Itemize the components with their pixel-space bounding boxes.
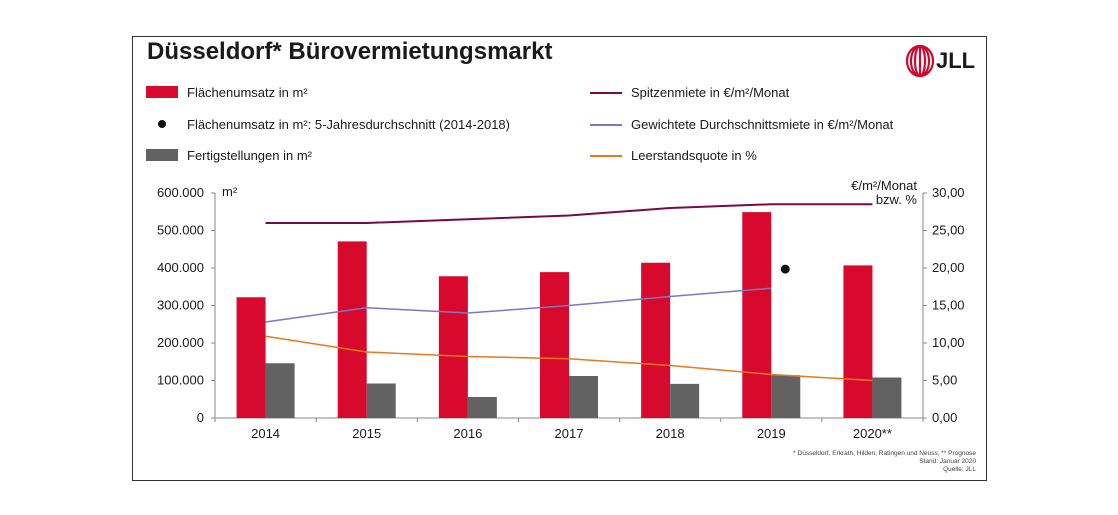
y-tick-label-left: 200.000 bbox=[157, 335, 204, 350]
y-tick-label-right: 20,00 bbox=[932, 260, 965, 275]
legend-swatch-spitzenmiete bbox=[590, 92, 622, 94]
bar-flaechenumsatz bbox=[843, 265, 873, 418]
y-tick-label-right: 30,00 bbox=[932, 185, 965, 200]
bar-fertigstellungen bbox=[569, 376, 598, 418]
bar-flaechenumsatz bbox=[438, 276, 468, 418]
y-tick-label-left: 600.000 bbox=[157, 185, 204, 200]
y-tick-label-left: 500.000 bbox=[157, 223, 204, 238]
bar-fertigstellungen bbox=[872, 377, 902, 418]
footnote-date: Stand: Januar 2020 bbox=[919, 458, 976, 465]
y-tick-label-left: 0 bbox=[197, 410, 204, 425]
legend-label: Gewichtete Durchschnittsmiete in €/m²/Mo… bbox=[631, 117, 894, 132]
bar-fertigstellungen bbox=[366, 383, 396, 418]
page-title: Düsseldorf* Bürovermietungsmarkt bbox=[147, 38, 553, 65]
jll-logo-icon bbox=[905, 44, 935, 78]
y-tick-label-right: 25,00 bbox=[932, 223, 965, 238]
bar-flaechenumsatz bbox=[742, 212, 772, 418]
y-tick-label-left: 100.000 bbox=[157, 373, 204, 388]
x-tick-label: 2019 bbox=[757, 426, 786, 441]
legend-swatch-durchschnitt bbox=[158, 120, 166, 128]
bar-fertigstellungen bbox=[670, 383, 700, 418]
legend-label: Fertigstellungen in m² bbox=[187, 148, 312, 163]
footnote-source: Quelle: JLL bbox=[943, 466, 976, 473]
footnote-regions: * Düsseldorf, Erkrath, Hilden, Ratingen … bbox=[793, 450, 976, 457]
lines-layer bbox=[265, 203, 873, 382]
bar-flaechenumsatz bbox=[540, 272, 569, 418]
bar-fertigstellungen bbox=[467, 397, 497, 418]
bars-layer bbox=[236, 212, 902, 418]
line-spitzenmiete bbox=[265, 203, 873, 224]
bar-fertigstellungen bbox=[771, 375, 801, 418]
line-leerstandsquote bbox=[265, 335, 873, 382]
bar-flaechenumsatz bbox=[337, 241, 367, 418]
legend-label: Spitzenmiete in €/m²/Monat bbox=[631, 85, 790, 100]
y-tick-label-left: 400.000 bbox=[157, 260, 204, 275]
average-point-marker bbox=[780, 264, 790, 274]
y-tick-label-left: 300.000 bbox=[157, 298, 204, 313]
labels-layer: 0 100.000 200.000 300.000 400.000 500.000 600.… bbox=[157, 178, 965, 441]
legend-label: Leerstandsquote in % bbox=[631, 148, 757, 163]
x-tick-label: 2014 bbox=[251, 426, 280, 441]
bar-flaechenumsatz bbox=[236, 297, 266, 418]
legend-label: Flächenumsatz in m²: 5-Jahresdurchschnit… bbox=[187, 117, 510, 132]
footnote: * Düsseldorf, Erkrath, Hilden, Ratingen … bbox=[640, 450, 976, 474]
y-tick-label-right: 10,00 bbox=[932, 335, 965, 350]
y-axis-right-unit: €/m²/Monat bbox=[851, 178, 917, 193]
bar-fertigstellungen bbox=[265, 363, 295, 418]
x-tick-label: 2017 bbox=[555, 426, 584, 441]
legend-swatch-leerstandsquote bbox=[590, 155, 622, 157]
line-durchschnittsmiete bbox=[265, 287, 772, 323]
legend-label: Flächenumsatz in m² bbox=[187, 85, 308, 100]
x-tick-label: 2015 bbox=[352, 426, 381, 441]
bar-flaechenumsatz bbox=[641, 262, 671, 418]
y-axis-left-unit: m² bbox=[222, 184, 238, 199]
y-tick-label-right: 15,00 bbox=[932, 298, 965, 313]
legend-swatch-durchschnittsmiete bbox=[590, 124, 622, 126]
y-tick-label-right: 0,00 bbox=[932, 410, 957, 425]
x-tick-label: 2016 bbox=[453, 426, 482, 441]
y-axis-right-unit-2: bzw. % bbox=[876, 192, 918, 207]
legend-swatch-fertigstellungen bbox=[146, 149, 178, 161]
jll-logo-text: JLL bbox=[936, 48, 976, 73]
legend-swatch-flaechenumsatz bbox=[146, 86, 178, 98]
y-tick-label-right: 5,00 bbox=[932, 373, 957, 388]
x-tick-label: 2018 bbox=[656, 426, 685, 441]
x-tick-label: 2020** bbox=[853, 426, 892, 441]
